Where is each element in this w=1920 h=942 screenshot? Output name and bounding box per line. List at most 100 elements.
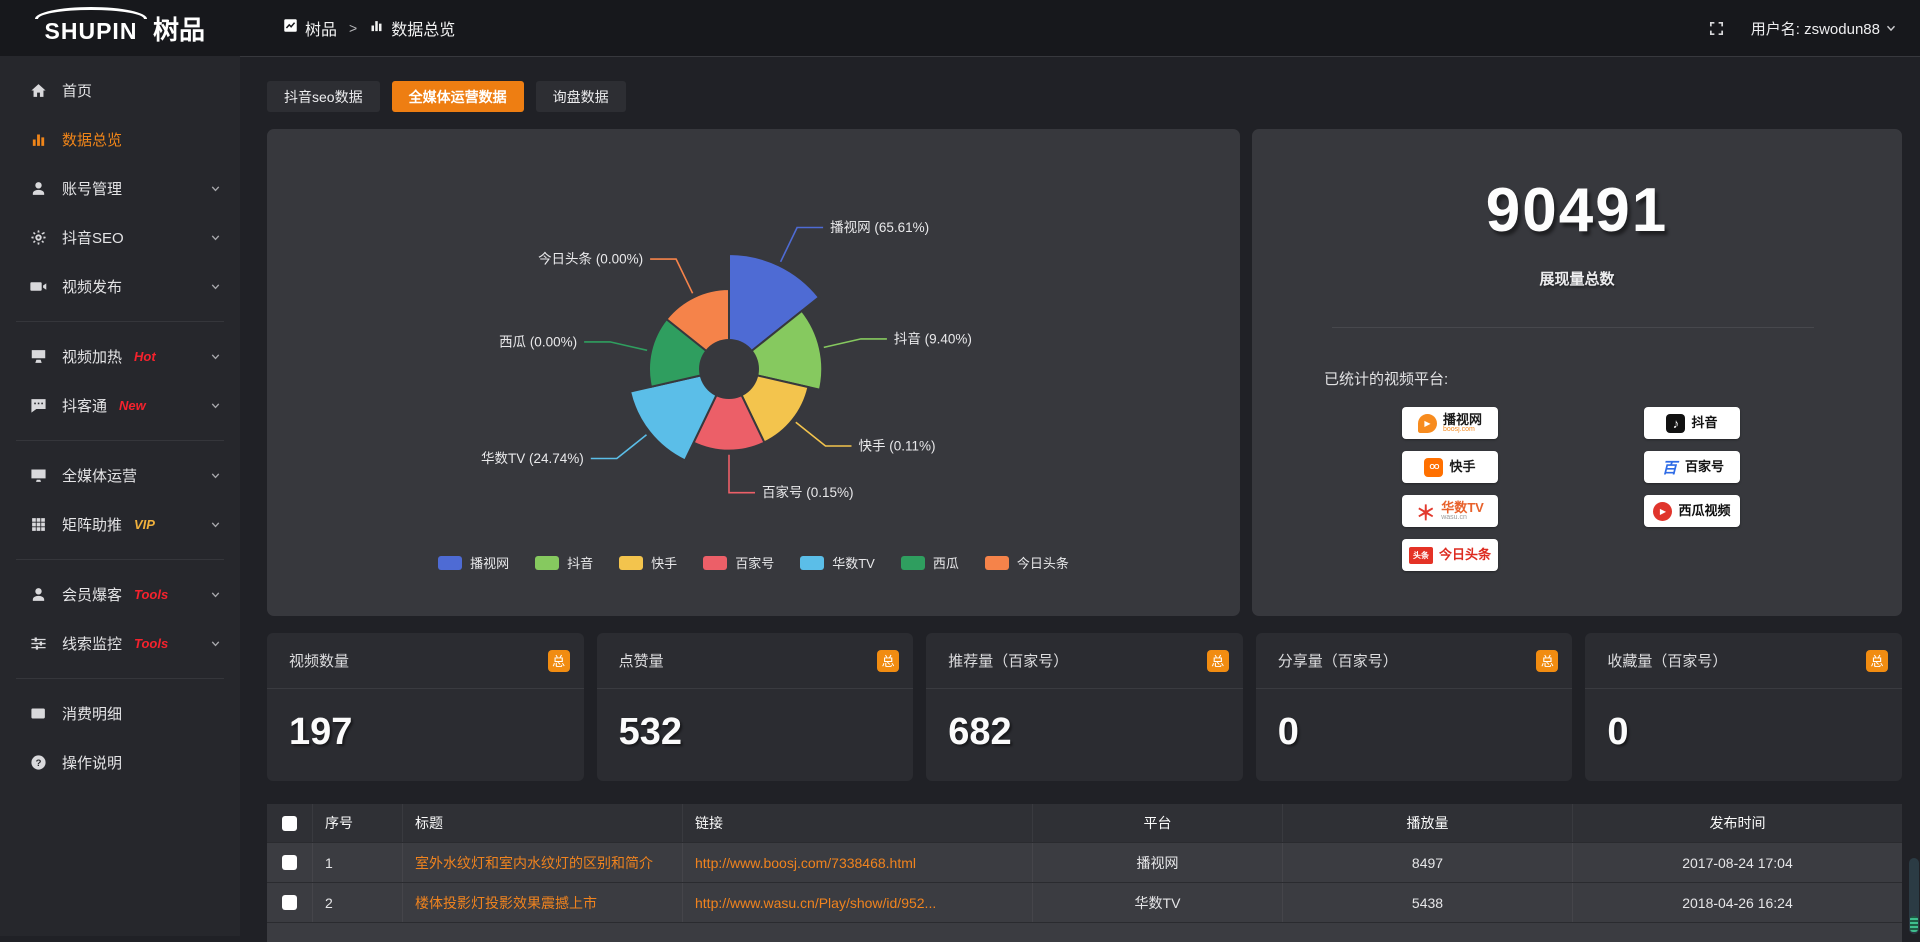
xigua-logo-icon: ▶ [1653,501,1673,521]
sidebar-item-home[interactable]: 首页 [0,66,240,115]
label-leader-line [584,341,648,352]
total-badge[interactable]: 总 [1865,649,1888,672]
chevron-down-icon [209,280,222,293]
sidebar-divider [16,678,224,679]
douyin-logo-icon: ♪ [1666,413,1686,433]
sidebar-item-clue-monitor[interactable]: 线索监控 Tools [0,619,240,668]
select-all-checkbox[interactable] [282,815,297,831]
scrollbar-thumb[interactable] [1909,858,1919,934]
impressions-total-value: 90491 [1485,176,1669,245]
legend-item-华数TV[interactable]: 华数TV [800,553,875,572]
sidebar-item-tag: New [119,398,146,413]
breadcrumb-item-data-overview[interactable]: 数据总览 [369,16,455,40]
sidebar-item-label: 会员爆客 [62,587,123,604]
stat-card-like-count: 点赞量 总 532 [596,633,914,781]
total-badge[interactable]: 总 [877,649,900,672]
legend-item-抖音[interactable]: 抖音 [535,553,593,572]
platform-badge-播视网: ▶ 播视网 boosj.com [1402,407,1498,439]
data-tabs: 抖音seo数据 全媒体运营数据 询盘数据 [267,81,1902,112]
sidebar-item-label: 视频加热 [62,349,123,366]
legend-item-今日头条[interactable]: 今日头条 [984,553,1069,572]
legend-swatch [438,555,463,570]
user-menu[interactable]: 用户名: zswodun88 [1751,18,1898,39]
table-header-row: 序号 标题 链接 平台 播放量 发布时间 [267,804,1902,842]
legend-item-播视网[interactable]: 播视网 [438,553,509,572]
stat-card-recommend-count: 推荐量（百家号） 总 682 [926,633,1243,781]
stat-card-value: 532 [618,711,682,753]
legend-label: 今日头条 [1016,556,1069,571]
impressions-summary-panel: 90491 展现量总数 已统计的视频平台: ▶ 播视网 boosj.com OO 快手 ＊… [1252,129,1902,616]
sidebar-item-label: 抖客通 [62,398,108,415]
stat-card-share-count: 分享量（百家号） 总 0 [1255,633,1573,781]
chevron-down-icon [1884,21,1898,35]
sidebar-item-label: 抖音SEO [62,230,124,247]
chevron-down-icon [209,637,222,650]
column-header-6: 发布时间 [1709,815,1766,831]
legend-item-西瓜[interactable]: 西瓜 [900,553,959,572]
row-checkbox[interactable] [282,855,297,870]
pie-slice-百家号[interactable] [692,366,766,452]
cell-title[interactable]: 楼体投影灯投影效果震撼上市 [403,883,683,922]
bars-icon [30,131,47,148]
donut-hole [699,339,759,399]
legend-swatch [703,555,728,570]
pie-slice-播视网[interactable] [728,252,821,372]
stat-card-title: 收藏量（百家号） [1607,653,1728,670]
pie-slice-华数TV[interactable] [628,367,731,462]
tab-douyin-seo-data[interactable]: 抖音seo数据 [267,81,380,112]
pie-label-今日头条: 今日头条 (0.00%) [538,251,643,267]
cell-index: 1 [313,843,403,882]
pie-label-播视网: 播视网 (65.61%) [830,220,929,235]
tab-media-operation-data[interactable]: 全媒体运营数据 [391,81,524,112]
platform-badge-西瓜视频: ▶ 西瓜视频 [1644,495,1740,527]
page-scrollbar[interactable] [1908,56,1920,936]
sidebar-item-member-baoke[interactable]: 会员爆客 Tools [0,570,240,619]
sidebar-item-label: 首页 [62,83,93,100]
sidebar-item-matrix-boost[interactable]: 矩阵助推 VIP [0,500,240,549]
monitor-icon [30,467,47,484]
sidebar-item-douketong[interactable]: 抖客通 New [0,381,240,430]
sidebar-item-operation-guide[interactable]: ? 操作说明 [0,738,240,787]
nightingale-rose-chart[interactable]: 播视网 (65.61%) 抖音 (9.40%) 快手 (0.11%) 百家号 (0.1… [267,129,1240,616]
wallet-icon [30,705,47,722]
sidebar-item-data-overview[interactable]: 数据总览 [0,115,240,164]
row-checkbox[interactable] [282,895,297,910]
column-header-1: 序号 [313,804,403,842]
table-row-partial [267,922,1902,942]
sidebar-item-douyin-seo[interactable]: 抖音SEO [0,213,240,262]
sidebar-item-video-publish[interactable]: 视频发布 [0,262,240,311]
total-badge[interactable]: 总 [1206,649,1229,672]
legend-item-快手[interactable]: 快手 [619,553,677,572]
tab-inquiry-data[interactable]: 询盘数据 [535,81,626,112]
fullscreen-icon[interactable] [1708,20,1725,37]
sidebar-item-media-operation[interactable]: 全媒体运营 [0,451,240,500]
baijiahao-logo-icon: 百 [1661,459,1677,477]
legend-swatch [984,555,1009,570]
top-bar: SHUPIN 树品 树品 > 数据总览 用户名: zswodun88 [0,0,1920,56]
cell-link[interactable]: http://www.boosj.com/7338468.html [683,843,1033,882]
stat-card-value: 197 [289,711,353,753]
label-leader-line [779,226,824,263]
total-badge[interactable]: 总 [547,649,570,672]
cell-title[interactable]: 室外水纹灯和室内水纹灯的区别和简介 [403,843,683,882]
stat-card-title: 点赞量 [618,653,664,670]
platform-name: 播视网 [1442,411,1482,427]
cell-link[interactable]: http://www.wasu.cn/Play/show/id/952... [683,883,1033,922]
grid-icon [30,516,47,533]
sidebar-divider [16,559,224,560]
platform-sub: wasu.cn [1441,514,1467,522]
bar-chart-icon [369,18,384,38]
sidebar-item-tag: VIP [134,517,155,532]
breadcrumb-item-shupin[interactable]: 树品 [283,16,337,40]
table-row: 2 楼体投影灯投影效果震撼上市 http://www.wasu.cn/Play/sh… [267,882,1902,922]
platform-badge-华数TV: ＊ 华数TV wasu.cn [1402,495,1498,527]
sidebar-item-video-heat[interactable]: 视频加热 Hot [0,332,240,381]
legend-item-百家号[interactable]: 百家号 [703,553,774,572]
row-select-cell [267,843,313,882]
wasu-logo-icon: ＊ [1415,502,1436,525]
sidebar-item-account-manage[interactable]: 账号管理 [0,164,240,213]
platform-name: 今日头条 [1438,547,1491,563]
sidebar-item-consume-detail[interactable]: 消费明细 [0,689,240,738]
total-badge[interactable]: 总 [1536,649,1559,672]
user-icon [30,586,47,603]
